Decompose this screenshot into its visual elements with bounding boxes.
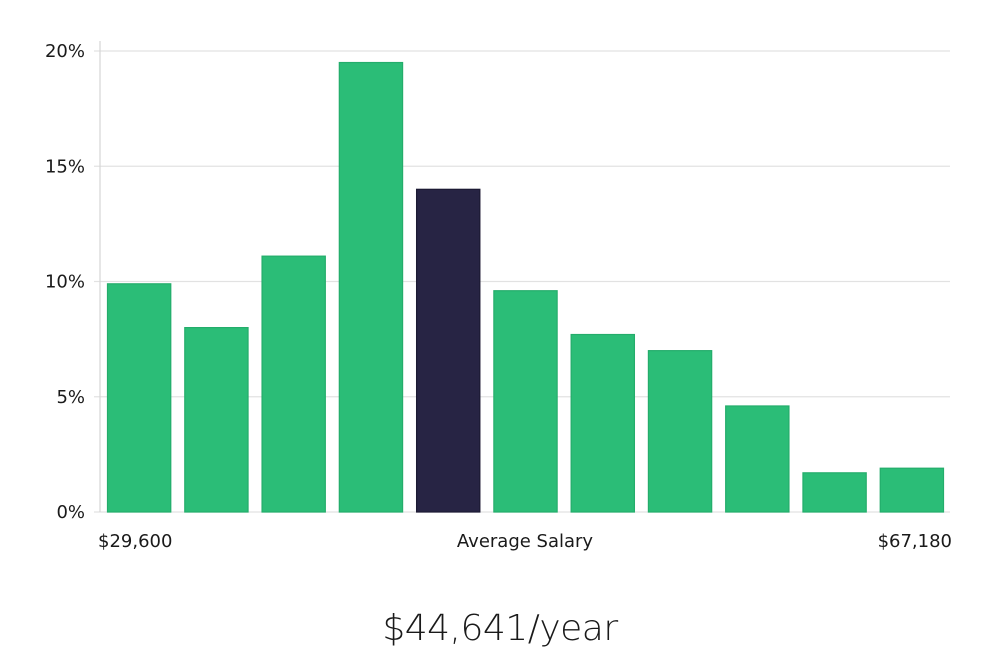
- bar-1: [184, 327, 249, 513]
- bar-6: [570, 333, 636, 513]
- x-label-center: Average Salary: [457, 531, 594, 552]
- bar-2: [261, 255, 326, 513]
- x-label-max: $67,180: [878, 531, 952, 552]
- bar-9: [802, 472, 867, 513]
- y-tick-label: 0%: [56, 502, 85, 523]
- y-tick-label: 5%: [56, 387, 85, 408]
- y-tick-label: 20%: [45, 41, 85, 62]
- bars-layer: [106, 61, 945, 513]
- axis-layer: 0% 5% 10% 15% 20%: [45, 41, 101, 523]
- y-tick-label: 10%: [45, 272, 85, 293]
- bar-7: [647, 350, 713, 513]
- y-tick-label: 15%: [45, 156, 85, 177]
- average-salary-value: $44,641/year: [382, 608, 618, 649]
- bar-3: [338, 61, 404, 513]
- x-label-min: $29,600: [98, 531, 172, 552]
- bar-8: [725, 405, 790, 513]
- bar-5: [493, 290, 558, 513]
- bar-average: [415, 188, 481, 513]
- salary-histogram: 0% 5% 10% 15% 20% $29,600 Average Salary $67…: [45, 41, 952, 552]
- bar-0: [106, 283, 172, 513]
- bar-10: [879, 467, 945, 513]
